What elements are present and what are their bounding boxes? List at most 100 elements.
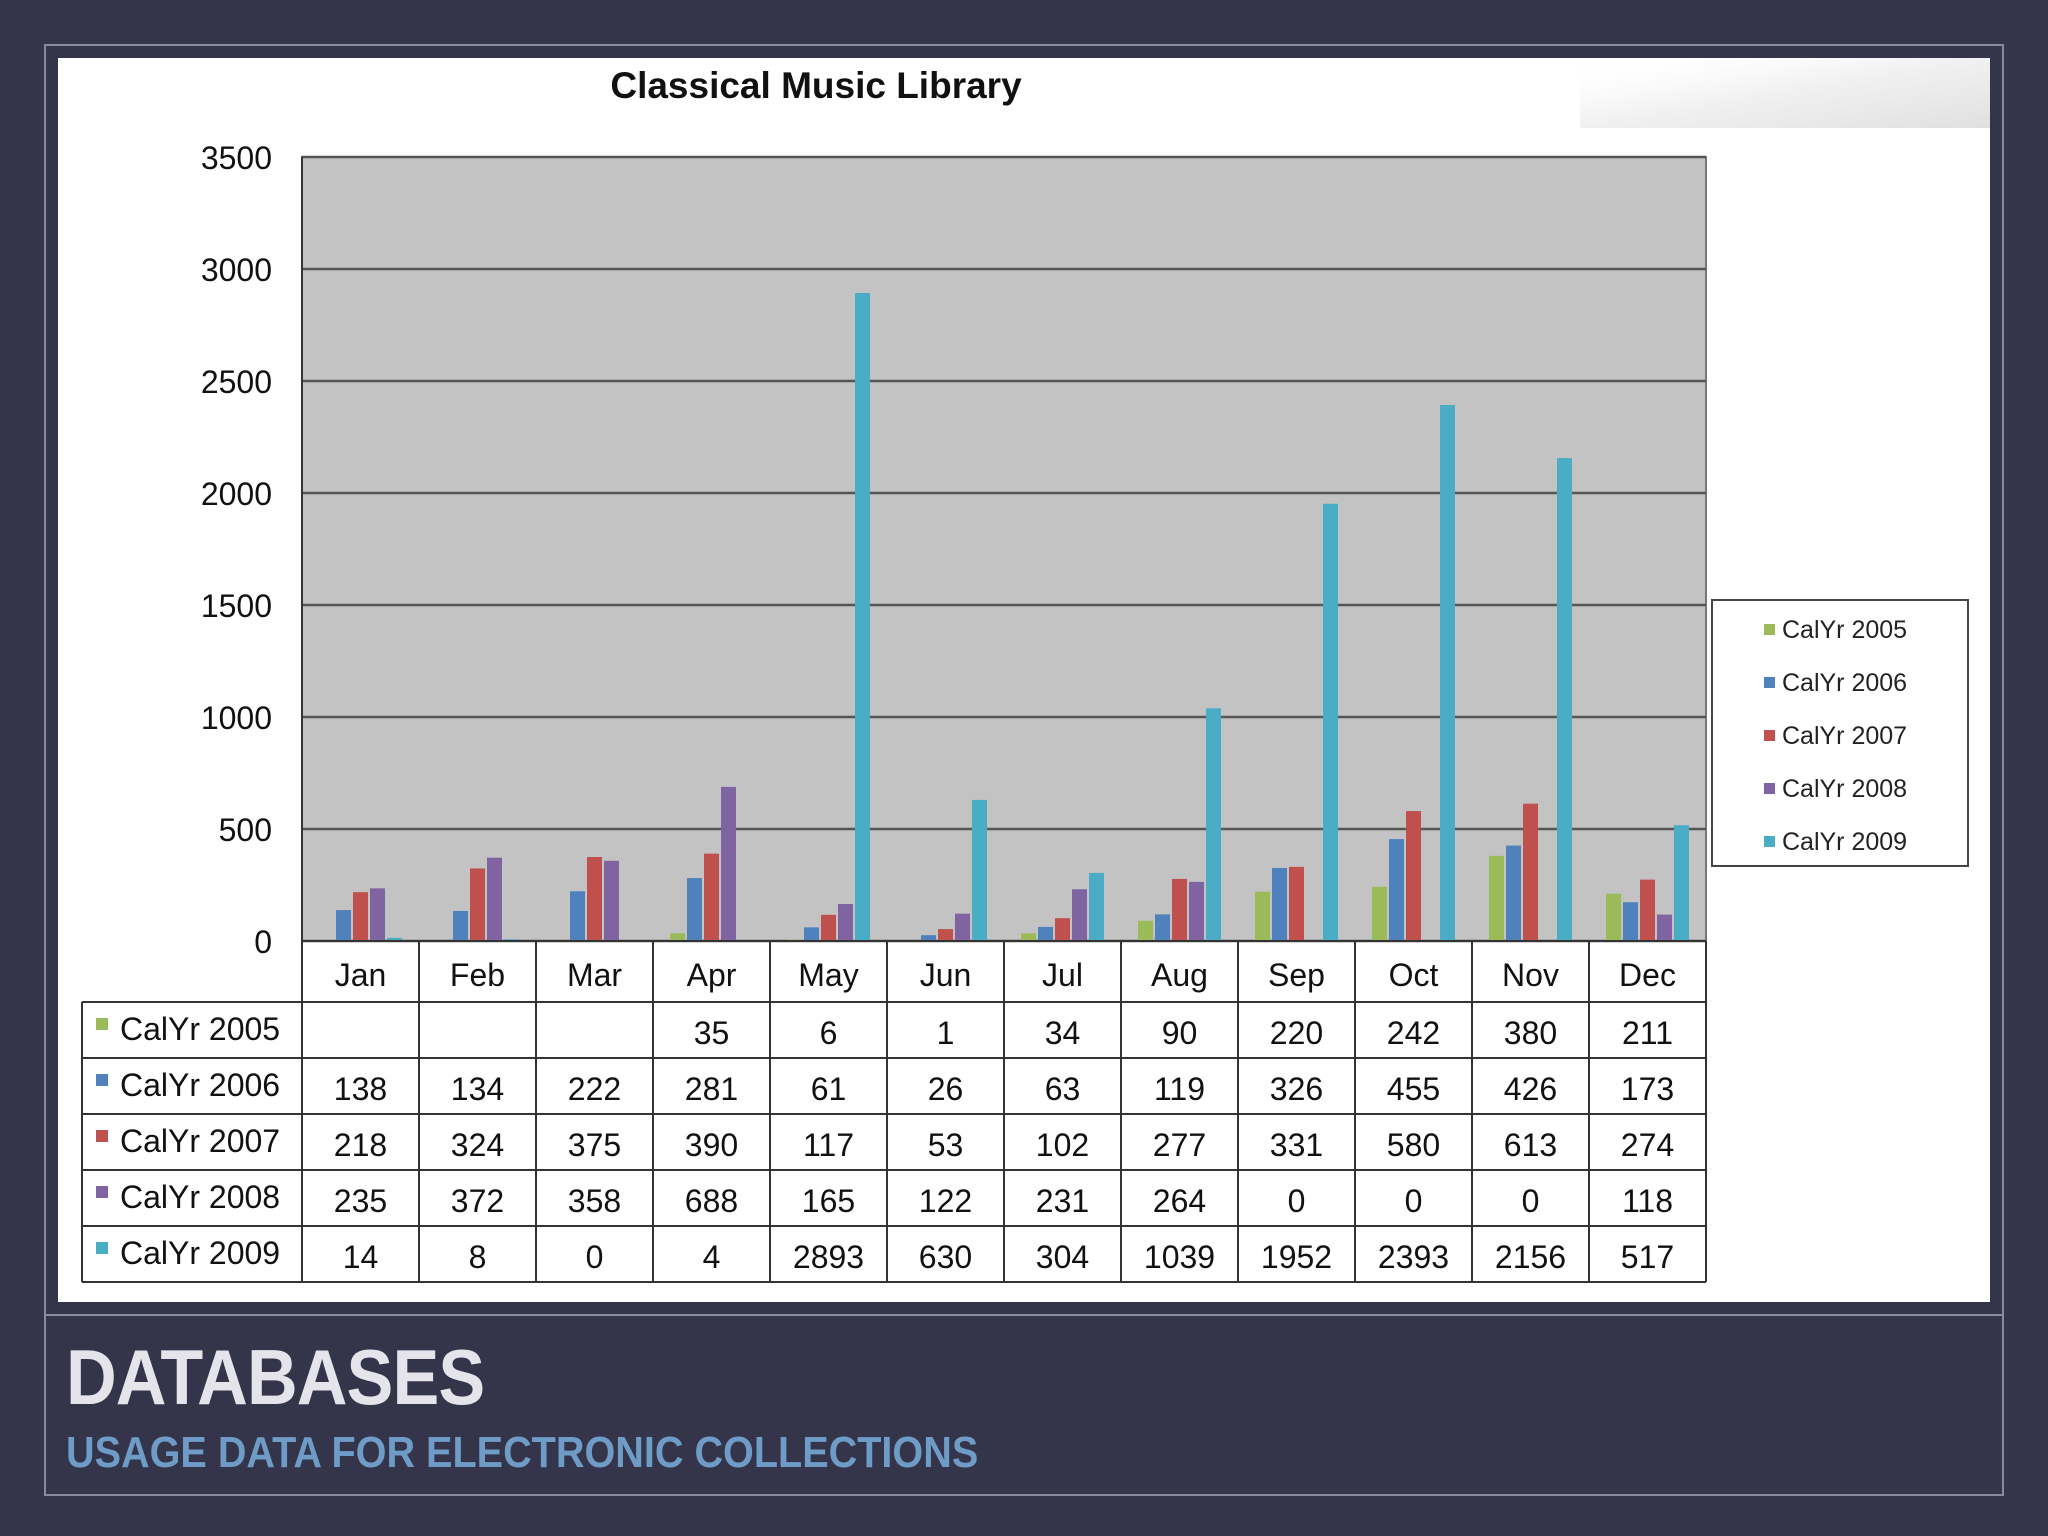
table-legend-key [96, 1018, 108, 1030]
table-cell: 122 [919, 1183, 972, 1219]
bar [1557, 458, 1572, 941]
y-tick-label: 3500 [201, 140, 272, 176]
bar [1038, 926, 1053, 941]
bar [1021, 933, 1036, 941]
y-tick-label: 1500 [201, 588, 272, 624]
bar [955, 913, 970, 941]
table-cell: 372 [451, 1183, 504, 1219]
y-tick-label: 2500 [201, 364, 272, 400]
bar [1272, 867, 1287, 941]
bar [855, 292, 870, 941]
bar [587, 857, 602, 941]
y-tick-label: 1000 [201, 700, 272, 736]
table-cell: 0 [1405, 1183, 1423, 1219]
bar [1189, 881, 1204, 941]
bar [1623, 902, 1638, 941]
table-cell: 2393 [1378, 1239, 1449, 1275]
divider [44, 1314, 2004, 1316]
table-cell: 390 [685, 1127, 738, 1163]
x-tick-label: Nov [1502, 957, 1559, 993]
table-cell: 8 [469, 1239, 487, 1275]
table-cell: 138 [334, 1071, 387, 1107]
legend-label: CalYr 2005 [1782, 616, 1907, 644]
table-series-label: CalYr 2005 [120, 1011, 280, 1047]
bar [1289, 866, 1304, 941]
bar [972, 799, 987, 941]
table-cell: 264 [1153, 1183, 1206, 1219]
bar [1489, 855, 1504, 941]
bar [1089, 872, 1104, 941]
table-cell: 235 [334, 1183, 387, 1219]
table-legend-key [96, 1074, 108, 1086]
legend-key [1764, 836, 1775, 847]
bar [938, 929, 953, 941]
legend-label: CalYr 2009 [1782, 828, 1907, 856]
table-cell: 63 [1045, 1071, 1081, 1107]
bar [1372, 886, 1387, 941]
table-cell: 2156 [1495, 1239, 1566, 1275]
chart-title: Classical Music Library [610, 65, 1022, 106]
plot-area: 0 500 1000 1500 2000 2500 3000 3500 [201, 140, 1707, 960]
bar [687, 878, 702, 941]
table-cell: 35 [694, 1015, 730, 1051]
bar [1323, 503, 1338, 941]
table-cell: 304 [1036, 1239, 1089, 1275]
chart-title-group: Classical Music Library [610, 65, 1022, 106]
table-cell: 6 [820, 1015, 838, 1051]
table-cell: 0 [1522, 1183, 1540, 1219]
table-cell: 134 [451, 1071, 504, 1107]
legend-key [1764, 783, 1775, 794]
corner-shadow [1580, 58, 1990, 128]
table-series-label: CalYr 2006 [120, 1067, 280, 1103]
bar [1640, 879, 1655, 941]
table-legend-key [96, 1130, 108, 1142]
legend-box [1711, 599, 1969, 867]
legend-key [1764, 677, 1775, 688]
table-cell: 211 [1622, 1015, 1673, 1051]
table-cell: 102 [1036, 1127, 1089, 1163]
table-cell: 2893 [793, 1239, 864, 1275]
table-series-label: CalYr 2007 [120, 1123, 280, 1159]
table-cell: 173 [1621, 1071, 1674, 1107]
y-tick-label: 3000 [201, 252, 272, 288]
legend-label: CalYr 2008 [1782, 775, 1907, 803]
table-cell: 117 [803, 1127, 854, 1163]
table-cell: 4 [703, 1239, 721, 1275]
plot-background [301, 156, 1707, 942]
slide-frame [44, 44, 2004, 1496]
table-cell: 380 [1504, 1015, 1557, 1051]
bar [1606, 893, 1621, 941]
table-cell: 26 [928, 1071, 964, 1107]
table-cell: 326 [1270, 1071, 1323, 1107]
bar [453, 910, 468, 941]
table-cell: 580 [1387, 1127, 1440, 1163]
table-cell: 90 [1162, 1015, 1198, 1051]
bar [470, 868, 485, 941]
legend: CalYr 2005 CalYr 2006 CalYr 2007 CalYr 2008… [1580, 58, 1990, 867]
table-cell: 222 [568, 1071, 621, 1107]
bar [1406, 811, 1421, 941]
table-series-label: CalYr 2008 [120, 1179, 280, 1215]
bar [1172, 878, 1187, 941]
data-table: Jan Feb Mar Apr May Jun Jul Aug Sep Oct Nov Dec CalY… [81, 940, 1707, 1283]
x-tick-label: Apr [687, 957, 737, 993]
legend-label: CalYr 2007 [1782, 722, 1907, 750]
x-tick-label: Mar [567, 957, 622, 993]
table-cell: 53 [928, 1127, 964, 1163]
x-tick-label: Jul [1042, 957, 1083, 993]
bar [353, 892, 368, 941]
bar [604, 860, 619, 941]
table-cell: 277 [1153, 1127, 1206, 1163]
table-cell: 331 [1270, 1127, 1323, 1163]
x-tick-label: Jun [920, 957, 972, 993]
bar [1055, 918, 1070, 941]
table-cell: 0 [586, 1239, 604, 1275]
table-cell: 61 [811, 1071, 847, 1107]
bar [1657, 914, 1672, 941]
table-cell: 517 [1621, 1239, 1674, 1275]
legend-label: CalYr 2006 [1782, 669, 1907, 697]
bar [921, 935, 936, 941]
bar [1255, 891, 1270, 941]
x-tick-label: May [798, 957, 858, 993]
table-cell: 1 [937, 1015, 955, 1051]
